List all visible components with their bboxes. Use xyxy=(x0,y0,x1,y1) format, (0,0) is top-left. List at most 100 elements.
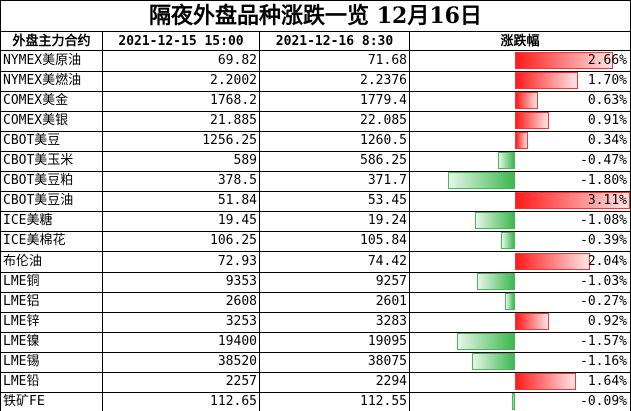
name-cell: ICE美棉花 xyxy=(0,231,103,253)
name-cell: COMEX美银 xyxy=(0,111,103,133)
name-cell: LME铜 xyxy=(0,271,103,293)
title: 隔夜外盘品种涨跌一览 12月16日 xyxy=(0,0,631,32)
change-cell: -0.27% xyxy=(410,291,631,313)
number-cell: 9353 xyxy=(103,271,260,293)
header-cell: 2021-12-15 15:00 xyxy=(103,32,260,51)
change-label: -0.39% xyxy=(580,233,627,249)
header-cell: 2021-12-16 8:30 xyxy=(260,32,410,51)
name-cell: 布伦油 xyxy=(0,251,103,273)
fall-bar xyxy=(476,272,515,290)
change-label: -0.47% xyxy=(580,153,627,169)
number-cell: 105.84 xyxy=(260,231,410,253)
change-label: -1.80% xyxy=(580,173,627,189)
change-cell: 0.91% xyxy=(410,111,631,133)
number-cell: 589 xyxy=(103,151,260,173)
number-cell: 2.2002 xyxy=(103,71,260,93)
name-cell: LME铅 xyxy=(0,371,103,393)
change-cell: 0.34% xyxy=(410,131,631,153)
change-label: 0.63% xyxy=(587,93,627,109)
change-cell: 2.04% xyxy=(410,251,631,273)
name-cell: CBOT美豆油 xyxy=(0,191,103,213)
number-cell: 2601 xyxy=(260,291,410,313)
number-cell: 2294 xyxy=(260,371,410,393)
number-cell: 51.84 xyxy=(103,191,260,213)
number-cell: 1779.4 xyxy=(260,91,410,113)
change-label: -1.08% xyxy=(580,213,627,229)
number-cell: 9257 xyxy=(260,271,410,293)
change-cell: -1.03% xyxy=(410,271,631,293)
change-label: -1.57% xyxy=(580,333,627,349)
number-cell: 19.24 xyxy=(260,211,410,233)
name-cell: LME铝 xyxy=(0,291,103,313)
number-cell: 69.82 xyxy=(103,51,260,72)
number-cell: 38075 xyxy=(260,351,410,373)
change-label: 2.66% xyxy=(587,53,627,68)
name-cell: COMEX美金 xyxy=(0,91,103,113)
change-label: 0.34% xyxy=(587,133,627,149)
change-label: 3.11% xyxy=(587,193,627,209)
change-label: 2.04% xyxy=(587,253,627,269)
header-cell: 外盘主力合约 xyxy=(0,32,103,51)
number-cell: 2257 xyxy=(103,371,260,393)
number-cell: 38520 xyxy=(103,351,260,373)
fall-bar xyxy=(475,212,515,230)
number-cell: 106.25 xyxy=(103,231,260,253)
name-cell: NYMEX美燃油 xyxy=(0,71,103,93)
change-cell: 0.63% xyxy=(410,91,631,113)
change-cell: 2.66% xyxy=(410,51,631,72)
name-cell: LME镍 xyxy=(0,331,103,353)
rise-bar xyxy=(515,372,576,390)
name-cell: 铁矿FE xyxy=(0,391,103,411)
number-cell: 586.25 xyxy=(260,151,410,173)
change-cell: -0.47% xyxy=(410,151,631,173)
name-cell: NYMEX美原油 xyxy=(0,51,103,72)
rise-bar xyxy=(515,72,578,90)
rise-bar xyxy=(515,312,550,330)
change-cell: 1.70% xyxy=(410,71,631,93)
change-cell: -0.09% xyxy=(410,391,631,411)
fall-bar xyxy=(511,392,515,410)
fall-bar xyxy=(505,292,515,310)
change-cell: -0.39% xyxy=(410,231,631,253)
number-cell: 19095 xyxy=(260,331,410,353)
name-cell: CBOT美豆 xyxy=(0,131,103,153)
fall-bar xyxy=(497,152,515,170)
change-cell: 0.92% xyxy=(410,311,631,333)
header-cell: 涨跌幅 xyxy=(410,32,631,51)
number-cell: 71.68 xyxy=(260,51,410,72)
rise-bar xyxy=(515,252,591,270)
rise-bar xyxy=(515,132,528,150)
name-cell: ICE美糖 xyxy=(0,211,103,233)
name-cell: CBOT美豆粕 xyxy=(0,171,103,193)
name-cell: LME锡 xyxy=(0,351,103,373)
name-cell: LME锌 xyxy=(0,311,103,333)
rise-bar xyxy=(515,92,539,110)
number-cell: 22.085 xyxy=(260,111,410,133)
change-label: -1.16% xyxy=(580,353,627,369)
number-cell: 1256.25 xyxy=(103,131,260,153)
number-cell: 72.93 xyxy=(103,251,260,273)
number-cell: 3283 xyxy=(260,311,410,333)
number-cell: 3253 xyxy=(103,311,260,333)
change-label: 0.91% xyxy=(587,113,627,129)
number-cell: 2608 xyxy=(103,291,260,313)
change-cell: -1.57% xyxy=(410,331,631,353)
fall-bar xyxy=(472,352,515,370)
number-cell: 19.45 xyxy=(103,211,260,233)
change-label: 0.92% xyxy=(587,313,627,329)
fall-bar xyxy=(448,172,515,190)
number-cell: 112.65 xyxy=(103,391,260,411)
change-cell: 3.11% xyxy=(410,191,631,213)
number-cell: 21.885 xyxy=(103,111,260,133)
change-label: -0.09% xyxy=(580,393,627,409)
number-cell: 53.45 xyxy=(260,191,410,213)
fall-bar xyxy=(500,232,515,250)
number-cell: 112.55 xyxy=(260,391,410,411)
change-cell: -1.80% xyxy=(410,171,631,193)
change-cell: 1.64% xyxy=(410,371,631,393)
change-label: 1.64% xyxy=(587,373,627,389)
rise-bar xyxy=(515,112,549,130)
number-cell: 1260.5 xyxy=(260,131,410,153)
number-cell: 2.2376 xyxy=(260,71,410,93)
